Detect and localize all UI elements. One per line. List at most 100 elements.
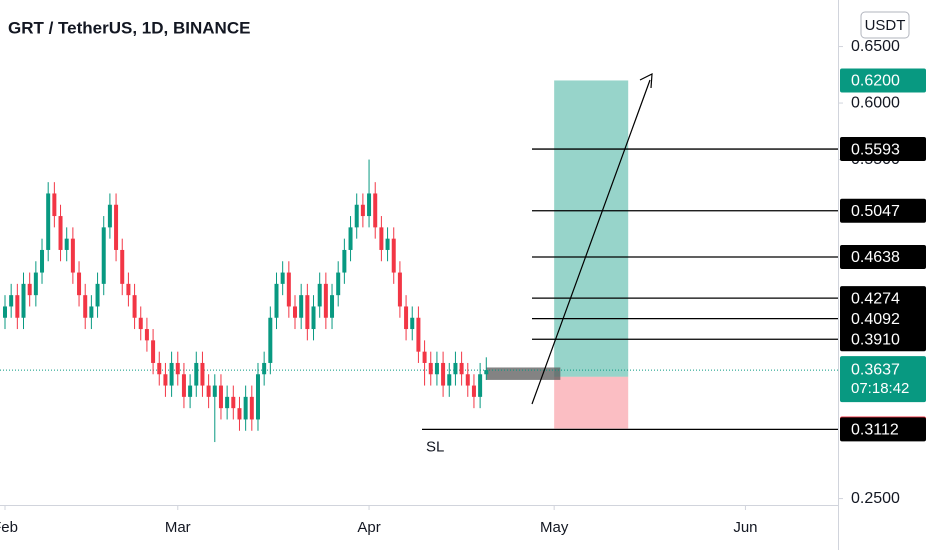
last-price-label: 0.3637	[851, 361, 900, 378]
candle-body	[138, 317, 143, 330]
arrow	[531, 79, 651, 405]
candle-body	[52, 193, 57, 217]
currency-box[interactable]	[860, 11, 910, 39]
candle-body	[9, 295, 14, 307]
y-tick-label: 0.2500	[851, 490, 900, 507]
price-tag	[840, 327, 926, 352]
countdown: 07:18:42	[851, 380, 909, 397]
candle-body	[163, 374, 168, 386]
candle-body	[453, 362, 458, 375]
candle-body	[188, 385, 193, 397]
candle-body	[336, 272, 341, 296]
candle-body	[348, 227, 353, 250]
candle-body	[299, 295, 304, 318]
currency: USDT	[865, 17, 906, 34]
candle-body	[89, 306, 94, 318]
candle-body	[354, 204, 359, 228]
candle-body	[101, 227, 106, 284]
candle-body	[15, 295, 20, 318]
price-tag-label: 0.3910	[851, 331, 900, 348]
candle-body	[70, 238, 75, 273]
price-tag	[840, 198, 926, 223]
candle-body	[360, 204, 365, 217]
candle-body	[373, 193, 378, 228]
candle-body	[342, 249, 347, 273]
candle-body	[83, 295, 88, 318]
chart-title: GRT / TetherUS, 1D, BINANCE	[8, 18, 250, 37]
price-tag	[840, 244, 926, 269]
candle-body	[416, 317, 421, 352]
candle-body	[459, 362, 464, 375]
x-tick-label: Jun	[733, 519, 757, 536]
candle-body	[132, 295, 137, 318]
price-tag	[840, 306, 926, 331]
candle-body	[237, 408, 242, 420]
candle-body	[317, 283, 322, 307]
y-tick-label: 0.6000	[851, 94, 900, 111]
candle-body	[465, 374, 470, 386]
price-tag	[840, 68, 926, 93]
candle-body	[21, 283, 26, 318]
candle-body	[27, 283, 32, 296]
candle-body	[181, 374, 186, 397]
candle-body	[367, 193, 372, 217]
candle-body	[397, 272, 402, 307]
candle-body	[484, 370, 489, 375]
price-tag-label: 0.3112	[851, 422, 899, 439]
candle-body	[379, 227, 384, 250]
candle-body	[274, 283, 279, 318]
price-tag-label: 0.5047	[851, 203, 900, 220]
candle-body	[58, 216, 63, 250]
price-tag	[840, 417, 926, 442]
price-tag	[840, 137, 926, 162]
candle-body	[126, 283, 131, 296]
candle-body	[77, 272, 82, 296]
candle-body	[447, 374, 452, 386]
candle-body	[478, 374, 483, 397]
candle-body	[64, 238, 69, 250]
candle-body	[262, 362, 267, 375]
arrow-head	[639, 72, 653, 89]
price-tag	[840, 286, 926, 311]
candle-body	[114, 204, 119, 250]
candle-body	[305, 295, 310, 330]
candle-body	[175, 362, 180, 375]
x-tick-label: Apr	[357, 519, 380, 536]
candle-body	[404, 306, 409, 330]
y-tick-label: 0.6500	[851, 38, 900, 55]
candle-body	[293, 306, 298, 318]
candle-body	[422, 351, 427, 363]
candle-body	[231, 396, 236, 409]
candle-body	[120, 249, 125, 284]
price-tag-label: 0.4638	[851, 249, 900, 266]
candle-body	[391, 238, 396, 273]
candle-body	[200, 362, 205, 386]
x-tick-label: Feb	[0, 519, 18, 536]
candle-body	[434, 362, 439, 375]
candle-body	[157, 362, 162, 375]
candle-body	[225, 396, 230, 409]
candle-body	[410, 317, 415, 330]
candle-body	[206, 385, 211, 397]
candle-body	[243, 396, 248, 420]
candle-body	[169, 362, 174, 386]
price-tag-label: 0.6200	[851, 73, 900, 90]
zone	[486, 367, 561, 380]
x-tick-label: Mar	[165, 519, 191, 536]
candle-body	[212, 385, 217, 397]
candle-body	[249, 396, 254, 420]
candle-body	[268, 317, 273, 363]
candle-body	[40, 249, 45, 273]
candle-body	[385, 238, 390, 250]
candle-body	[33, 272, 38, 296]
candle-body	[441, 362, 446, 386]
candle-body	[428, 362, 433, 375]
stop-area	[554, 376, 629, 429]
price-tag-label: 0.5593	[851, 141, 900, 158]
stop-loss-label: SL	[426, 438, 444, 455]
candle-body	[46, 193, 51, 250]
price-tag-label: 0.4092	[851, 311, 900, 328]
candle-body	[311, 306, 316, 330]
